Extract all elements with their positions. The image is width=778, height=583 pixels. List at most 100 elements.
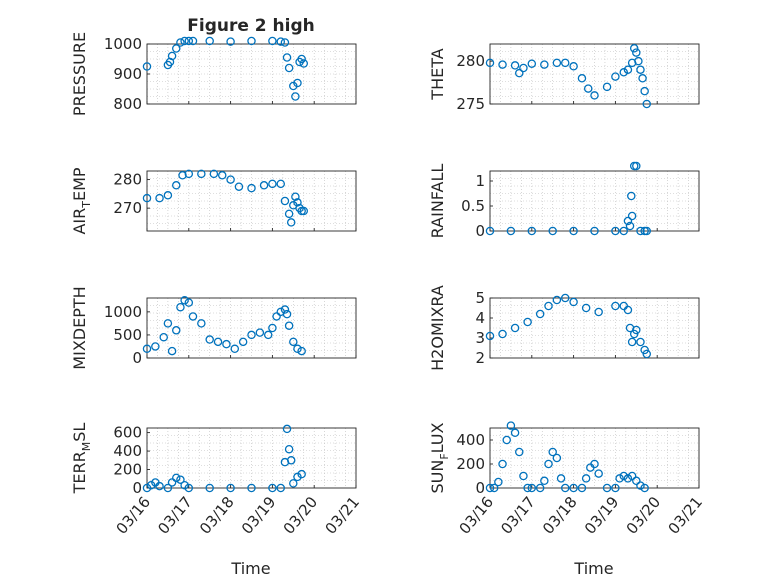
data-point xyxy=(494,477,503,487)
x-tick-label: 03/19 xyxy=(238,493,280,538)
data-point xyxy=(178,171,187,180)
data-point xyxy=(552,453,562,463)
data-point xyxy=(611,72,620,81)
data-point xyxy=(268,483,277,493)
data-point xyxy=(623,65,633,74)
x-tick-label: 03/17 xyxy=(154,493,196,538)
data-point xyxy=(569,483,578,493)
data-point xyxy=(506,421,516,430)
data-point xyxy=(527,59,537,68)
data-point xyxy=(188,36,198,46)
y-tick-label: 400 xyxy=(456,431,485,449)
data-point xyxy=(619,226,629,236)
data-point xyxy=(581,474,591,483)
data-point xyxy=(548,226,557,236)
data-point xyxy=(282,53,292,62)
data-point xyxy=(527,226,537,236)
data-point xyxy=(515,68,524,78)
data-point xyxy=(299,206,308,216)
y-tick-label: 1000 xyxy=(104,303,142,321)
data-point xyxy=(611,226,620,236)
data-point xyxy=(519,471,528,481)
data-point xyxy=(594,469,603,478)
data-point xyxy=(623,216,633,226)
data-point xyxy=(523,317,532,327)
data-point xyxy=(184,483,194,493)
data-point xyxy=(535,483,545,493)
data-point xyxy=(615,474,624,483)
data-point xyxy=(268,323,277,333)
data-point xyxy=(247,183,256,193)
y-tick-label: 600 xyxy=(113,424,142,442)
data-point xyxy=(297,346,306,356)
data-point xyxy=(590,91,599,100)
data-point xyxy=(623,474,633,483)
data-point xyxy=(272,312,281,321)
y-tick-label: 1000 xyxy=(104,35,142,53)
y-tick-label: 0.5 xyxy=(461,197,485,215)
x-tick-label: 03/20 xyxy=(623,493,665,538)
data-point xyxy=(590,226,599,236)
y-axis-label: H2OMIXRA xyxy=(428,285,447,371)
data-point xyxy=(247,330,256,340)
data-point xyxy=(268,36,277,46)
data-point xyxy=(548,447,557,457)
data-point xyxy=(155,481,164,491)
data-point xyxy=(498,60,507,69)
data-point xyxy=(297,54,306,64)
data-point xyxy=(176,302,185,312)
data-point xyxy=(552,295,562,305)
data-point xyxy=(297,469,306,479)
data-point xyxy=(180,296,189,305)
data-point xyxy=(523,483,532,493)
subplot-6: 2 3 4 5 H2OMIXRA xyxy=(428,285,700,371)
data-point xyxy=(636,337,645,347)
y-axis-label: TERRMSL xyxy=(70,423,93,495)
data-point xyxy=(247,36,256,46)
data-point xyxy=(627,471,637,481)
data-point xyxy=(619,68,629,77)
data-point xyxy=(263,330,273,340)
data-point xyxy=(172,326,181,335)
data-point xyxy=(544,459,553,469)
data-point xyxy=(184,169,194,179)
data-point xyxy=(560,483,570,493)
data-point xyxy=(498,329,507,339)
data-point xyxy=(632,161,641,171)
data-point xyxy=(276,483,286,493)
data-point xyxy=(506,226,516,236)
axes-box xyxy=(489,297,700,359)
data-point xyxy=(163,191,173,200)
data-point xyxy=(282,309,292,319)
data-point xyxy=(629,44,639,53)
data-point xyxy=(552,58,562,68)
subplot-3: 270 280 AIRTEMP xyxy=(70,167,357,235)
xlabel-right: Time xyxy=(573,559,613,578)
data-point xyxy=(284,321,294,330)
y-tick-label: 270 xyxy=(113,199,142,217)
y-tick-label: 0 xyxy=(132,479,142,497)
data-point xyxy=(519,63,528,73)
data-point xyxy=(197,169,206,179)
y-axis-label: SUNFLUX xyxy=(428,422,451,493)
data-point xyxy=(205,335,214,344)
data-point xyxy=(510,428,520,438)
subplot-2: 275 280 THETA xyxy=(428,43,700,113)
data-point xyxy=(205,36,214,46)
x-tick-label: 03/16 xyxy=(455,493,497,538)
data-point xyxy=(544,301,553,311)
data-point xyxy=(590,459,599,469)
data-point xyxy=(293,344,302,354)
data-point xyxy=(515,447,524,457)
x-tick-label: 03/17 xyxy=(497,493,539,538)
data-point xyxy=(535,309,545,319)
data-point xyxy=(540,60,549,69)
data-point xyxy=(234,182,244,191)
data-point xyxy=(627,191,636,201)
y-tick-label: 500 xyxy=(113,326,142,344)
data-point xyxy=(230,344,240,354)
data-point xyxy=(299,59,308,68)
data-point xyxy=(284,63,294,73)
data-point xyxy=(163,319,173,328)
